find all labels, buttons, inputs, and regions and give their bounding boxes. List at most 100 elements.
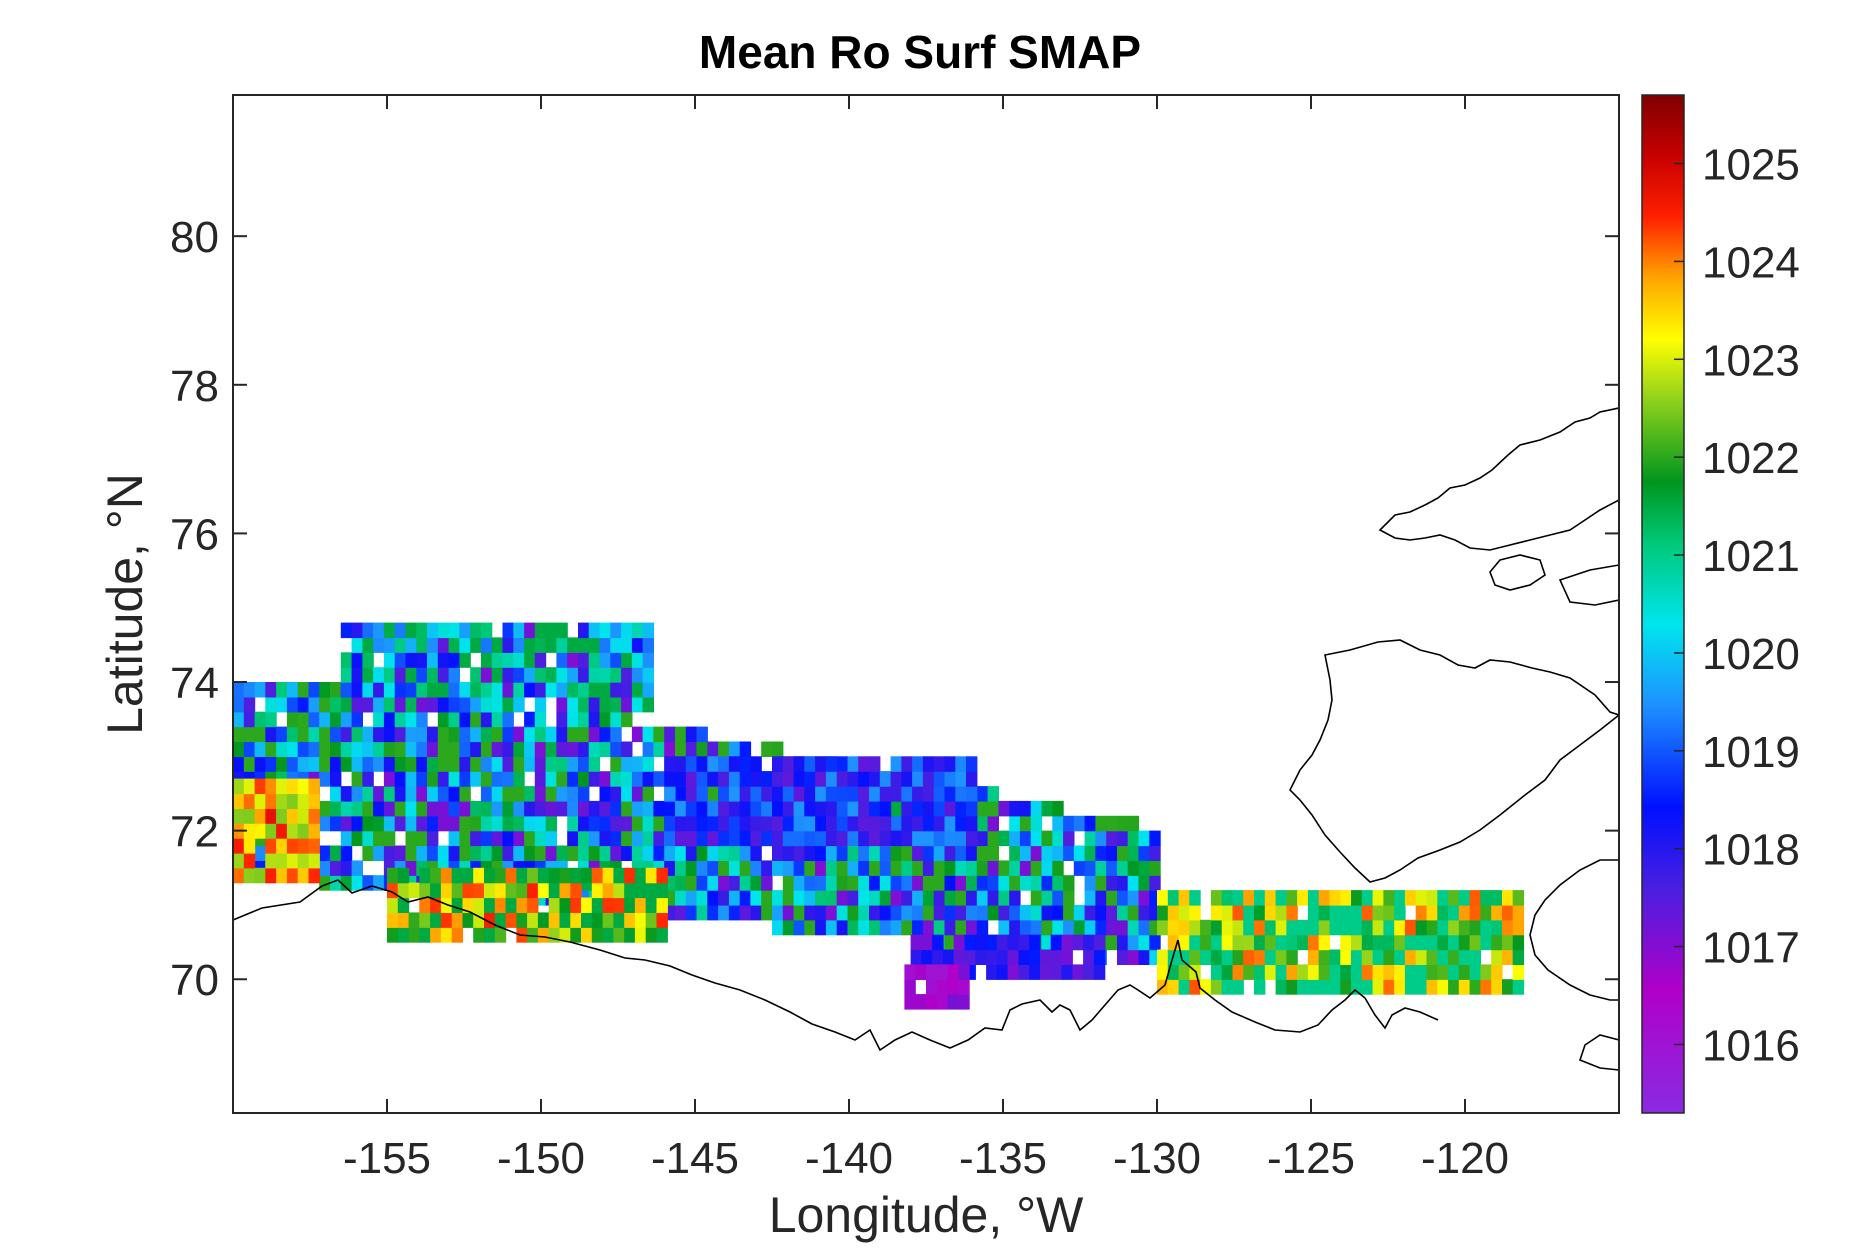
heatmap-cell	[645, 912, 658, 928]
heatmap-cell	[696, 904, 708, 921]
heatmap-cell	[1221, 890, 1234, 906]
heatmap-cell	[1275, 934, 1287, 951]
heatmap-cell	[976, 786, 989, 802]
heatmap-cell	[494, 897, 507, 913]
heatmap-cell	[1106, 845, 1118, 861]
heatmap-cell	[782, 756, 795, 772]
heatmap-cell	[351, 682, 363, 698]
heatmap-cell	[1093, 949, 1106, 965]
heatmap-cell	[936, 964, 949, 980]
heatmap-cell	[642, 637, 654, 653]
heatmap-cell	[473, 912, 485, 928]
heatmap-cell	[286, 778, 299, 795]
heatmap-cell	[330, 800, 342, 817]
heatmap-cell	[1018, 964, 1030, 980]
heatmap-cell	[419, 897, 431, 913]
heatmap-cell	[772, 904, 784, 921]
heatmap-cell	[858, 860, 870, 876]
heatmap-cell	[491, 800, 504, 817]
heatmap-cell	[621, 682, 633, 698]
heatmap-cell	[1340, 919, 1352, 936]
heatmap-cell	[578, 786, 590, 802]
heatmap-cell	[462, 897, 474, 913]
heatmap-cell	[451, 867, 464, 884]
heatmap-cell	[793, 904, 805, 921]
heatmap-cell	[588, 830, 601, 847]
heatmap-cell	[351, 815, 363, 832]
heatmap-cell	[858, 756, 870, 772]
heatmap-cell	[1106, 934, 1118, 951]
heatmap-cell	[836, 815, 849, 832]
heatmap-cell	[642, 726, 654, 743]
heatmap-cell	[621, 756, 633, 772]
heatmap-cell	[373, 875, 385, 891]
heatmap-cell	[955, 919, 967, 936]
heatmap-cell	[642, 815, 654, 832]
colorbar-tick-label: 1022	[1702, 434, 1800, 483]
heatmap-cell	[567, 786, 579, 802]
heatmap-cell	[933, 756, 946, 772]
heatmap-cell	[297, 756, 310, 772]
heatmap-cell	[437, 667, 450, 683]
heatmap-cell	[696, 726, 708, 743]
heatmap-cell	[470, 756, 482, 772]
heatmap-cell	[480, 741, 493, 757]
heatmap-cell	[1138, 934, 1150, 951]
heatmap-cell	[966, 904, 978, 921]
heatmap-cell	[516, 897, 528, 913]
heatmap-cell	[462, 867, 474, 884]
heatmap-cell	[1307, 964, 1320, 980]
heatmap-cell	[1149, 919, 1161, 936]
heatmap-cell	[276, 823, 288, 839]
heatmap-cell	[405, 786, 417, 802]
heatmap-cell	[890, 890, 902, 906]
colorbar-tick-label: 1016	[1702, 1021, 1800, 1070]
heatmap-cell	[1297, 934, 1309, 951]
heatmap-cell	[1018, 949, 1030, 965]
heatmap-cell	[362, 667, 374, 683]
heatmap-cell	[1138, 830, 1150, 847]
heatmap-cell	[772, 771, 784, 787]
heatmap-cell	[1232, 890, 1244, 906]
heatmap-cell	[513, 622, 525, 639]
heatmap-cell	[1361, 919, 1374, 936]
heatmap-cell	[901, 771, 913, 787]
heatmap-cell	[947, 994, 959, 1010]
heatmap-cell	[383, 622, 396, 639]
heatmap-cell	[782, 875, 795, 891]
heatmap-cell	[836, 860, 849, 876]
heatmap-cell	[1383, 979, 1395, 995]
heatmap-cell	[265, 823, 277, 839]
heatmap-cell	[815, 845, 827, 861]
heatmap-cell	[858, 815, 870, 832]
heatmap-cell	[405, 696, 417, 713]
heatmap-cell	[480, 800, 493, 817]
heatmap-cell	[793, 786, 805, 802]
heatmap-cell	[1041, 919, 1053, 936]
heatmap-cell	[1127, 919, 1140, 936]
heatmap-cell	[276, 778, 288, 795]
heatmap-cell	[570, 882, 582, 899]
heatmap-cell	[416, 711, 428, 728]
heatmap-cell	[1149, 860, 1161, 876]
heatmap-cell	[761, 904, 773, 921]
heatmap-cell	[825, 786, 838, 802]
y-tick-label: 76	[170, 510, 219, 559]
heatmap-cell	[524, 845, 536, 861]
heatmap-cell	[602, 927, 614, 943]
heatmap-cell	[491, 637, 504, 653]
heatmap-cell	[1254, 979, 1266, 995]
heatmap-cell	[1458, 904, 1471, 921]
heatmap-cell	[308, 808, 320, 824]
heatmap-cell	[631, 815, 644, 832]
heatmap-cell	[351, 875, 363, 891]
heatmap-cell	[265, 838, 277, 854]
heatmap-cell	[847, 919, 859, 936]
heatmap-cell	[944, 875, 956, 891]
heatmap-cell	[621, 741, 633, 757]
heatmap-cell	[1437, 934, 1449, 951]
heatmap-cell	[869, 845, 881, 861]
heatmap-cell	[588, 815, 601, 832]
heatmap-cell	[955, 904, 967, 921]
heatmap-cell	[1063, 904, 1075, 921]
